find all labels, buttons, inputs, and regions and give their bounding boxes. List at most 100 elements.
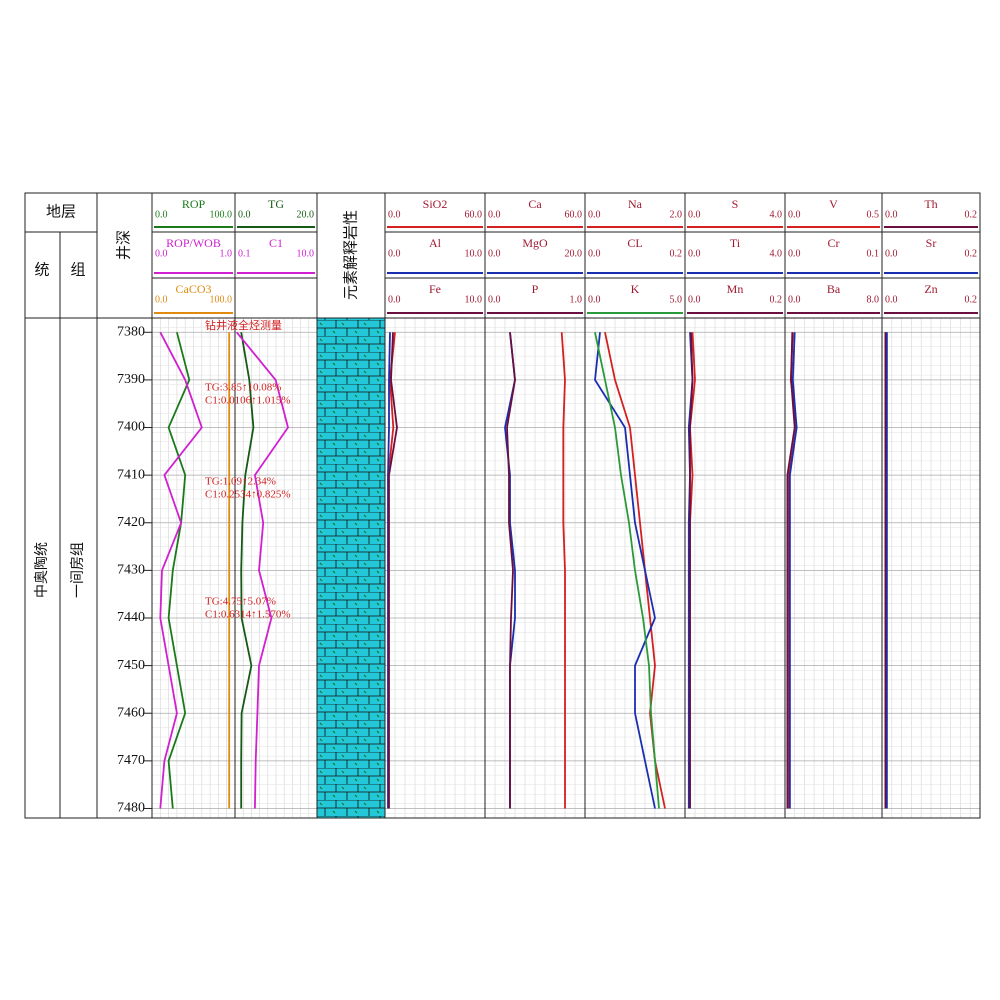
depth-tick-label: 7470 <box>117 753 145 768</box>
log-curve <box>594 332 656 809</box>
log-curve <box>786 332 796 809</box>
scale-min: 0.0 <box>488 209 501 220</box>
scale-max: 0.2 <box>770 294 783 305</box>
log-curve <box>388 332 398 809</box>
zone-formation: 一间房组 <box>70 542 86 598</box>
scale-max: 0.2 <box>965 294 978 305</box>
annotation: C1:0.6314↑1.570% <box>205 609 291 621</box>
curve-name: TG <box>268 197 284 211</box>
log-curve <box>506 332 516 809</box>
scale-min: 0.0 <box>885 294 898 305</box>
scale-min: 0.0 <box>788 248 801 259</box>
annotation: 钻井液全烃测量 <box>205 318 282 332</box>
depth-tick-label: 7410 <box>117 467 145 482</box>
curve-name: Zn <box>924 282 937 296</box>
lithology-header: 元素解释岩性 <box>342 210 360 300</box>
scale-max: 100.0 <box>210 294 233 305</box>
curve-name: SiO2 <box>423 197 448 211</box>
scale-min: 0.0 <box>588 209 601 220</box>
frame <box>24 192 981 819</box>
scale-max: 4.0 <box>770 209 783 220</box>
scale-min: 0.0 <box>388 209 401 220</box>
depth-tick-label: 7380 <box>117 325 145 340</box>
curve-name: V <box>829 197 838 211</box>
log-curve <box>689 332 694 809</box>
scale-min: 0.0 <box>788 209 801 220</box>
curve-name: Fe <box>429 282 441 296</box>
lithology-fill <box>317 318 385 818</box>
scale-min: 0.0 <box>388 248 401 259</box>
scale-max: 10.0 <box>297 248 315 259</box>
scale-max: 1.0 <box>570 294 583 305</box>
curve-name: MgO <box>522 236 548 250</box>
scale-max: 5.0 <box>670 294 683 305</box>
scale-min: 0.0 <box>155 209 168 220</box>
scale-min: 0.0 <box>885 209 898 220</box>
scale-max: 1.0 <box>220 248 233 259</box>
log-curve <box>167 332 191 809</box>
zone-series: 中奥陶统 <box>33 542 50 598</box>
depth-header: 井深 <box>115 230 133 260</box>
curve-name: Mn <box>727 282 744 296</box>
scale-max: 0.5 <box>867 209 880 220</box>
scale-min: 0.1 <box>238 248 251 259</box>
scale-min: 0.0 <box>388 294 401 305</box>
scale-min: 0.0 <box>155 294 168 305</box>
log-curve <box>240 332 255 809</box>
depth-tick-label: 7430 <box>117 563 145 578</box>
scale-max: 0.2 <box>670 248 683 259</box>
curves <box>159 331 888 809</box>
scale-min: 0.0 <box>688 209 701 220</box>
curve-name: CaCO3 <box>176 282 212 296</box>
curve-name: Ca <box>528 197 542 211</box>
scale-min: 0.0 <box>588 294 601 305</box>
depth-tick-label: 7460 <box>117 705 145 720</box>
strata-header: 地层 <box>46 203 76 221</box>
scale-max: 4.0 <box>770 248 783 259</box>
curve-name: ROP/WOB <box>166 236 221 250</box>
annotation: TG:3.85↑10.08% <box>205 382 281 394</box>
scale-min: 0.0 <box>688 294 701 305</box>
annotation: TG:4.75↑5.07% <box>205 596 276 608</box>
annotation: TG:1.09↑2.34% <box>205 476 276 488</box>
curve-name: Sr <box>926 236 937 250</box>
depth-tick-label: 7480 <box>117 801 145 816</box>
curve-name: K <box>631 282 640 296</box>
scale-min: 0.0 <box>588 248 601 259</box>
scale-min: 0.0 <box>238 209 251 220</box>
curve-name: C1 <box>269 236 283 250</box>
scale-max: 0.2 <box>965 248 978 259</box>
scale-max: 10.0 <box>465 248 483 259</box>
curve-name: CL <box>627 236 642 250</box>
scale-min: 0.0 <box>788 294 801 305</box>
scale-max: 20.0 <box>297 209 315 220</box>
log-curve <box>387 332 391 809</box>
annotation: C1:0.2534↑0.825% <box>205 489 291 501</box>
scale-max: 8.0 <box>867 294 880 305</box>
curve-name: Th <box>924 197 937 211</box>
log-curve <box>236 331 289 809</box>
curve-name: Al <box>429 236 442 250</box>
scale-min: 0.0 <box>155 248 168 259</box>
scale-max: 20.0 <box>565 248 583 259</box>
curve-name: Cr <box>828 236 840 250</box>
scale-max: 0.2 <box>965 209 978 220</box>
formation-header: 组 <box>70 261 85 279</box>
scale-min: 0.0 <box>488 294 501 305</box>
depth-tick-label: 7420 <box>117 515 145 530</box>
depth-tick-label: 7390 <box>117 372 145 387</box>
scale-max: 2.0 <box>670 209 683 220</box>
curve-name: S <box>732 197 739 211</box>
depth-tick-label: 7440 <box>117 610 145 625</box>
scale-max: 10.0 <box>465 294 483 305</box>
curve-name: Ti <box>730 236 741 250</box>
depth-tick-label: 7450 <box>117 658 145 673</box>
curve-name: Na <box>628 197 643 211</box>
scale-min: 0.0 <box>885 248 898 259</box>
scale-max: 0.1 <box>867 248 880 259</box>
series-header: 统 <box>34 261 49 279</box>
annotation: C1:0.0106↑1.015% <box>205 395 291 407</box>
log-curve <box>560 332 566 809</box>
scale-min: 0.0 <box>488 248 501 259</box>
